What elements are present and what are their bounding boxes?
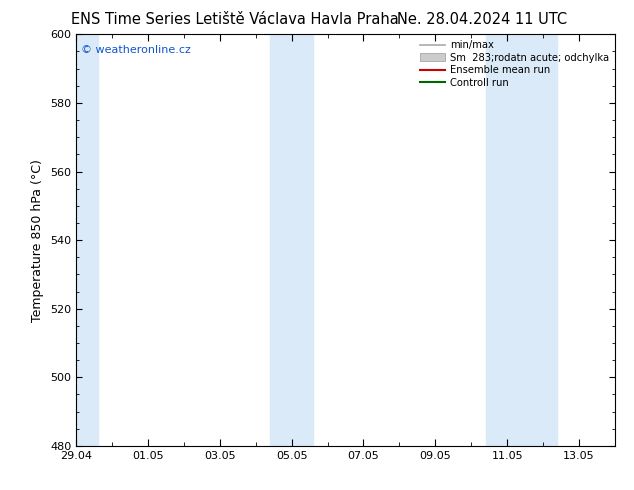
Y-axis label: Temperature 850 hPa (°C): Temperature 850 hPa (°C) — [32, 159, 44, 321]
Bar — [270, 34, 313, 446]
Bar — [76, 34, 98, 446]
Text: Ne. 28.04.2024 11 UTC: Ne. 28.04.2024 11 UTC — [397, 12, 567, 27]
Text: ENS Time Series Letiště Václava Havla Praha: ENS Time Series Letiště Václava Havla Pr… — [71, 12, 398, 27]
Text: © weatheronline.cz: © weatheronline.cz — [81, 45, 191, 54]
Legend: min/max, Sm  283;rodatn acute; odchylka, Ensemble mean run, Controll run: min/max, Sm 283;rodatn acute; odchylka, … — [416, 36, 613, 92]
Bar — [486, 34, 557, 446]
